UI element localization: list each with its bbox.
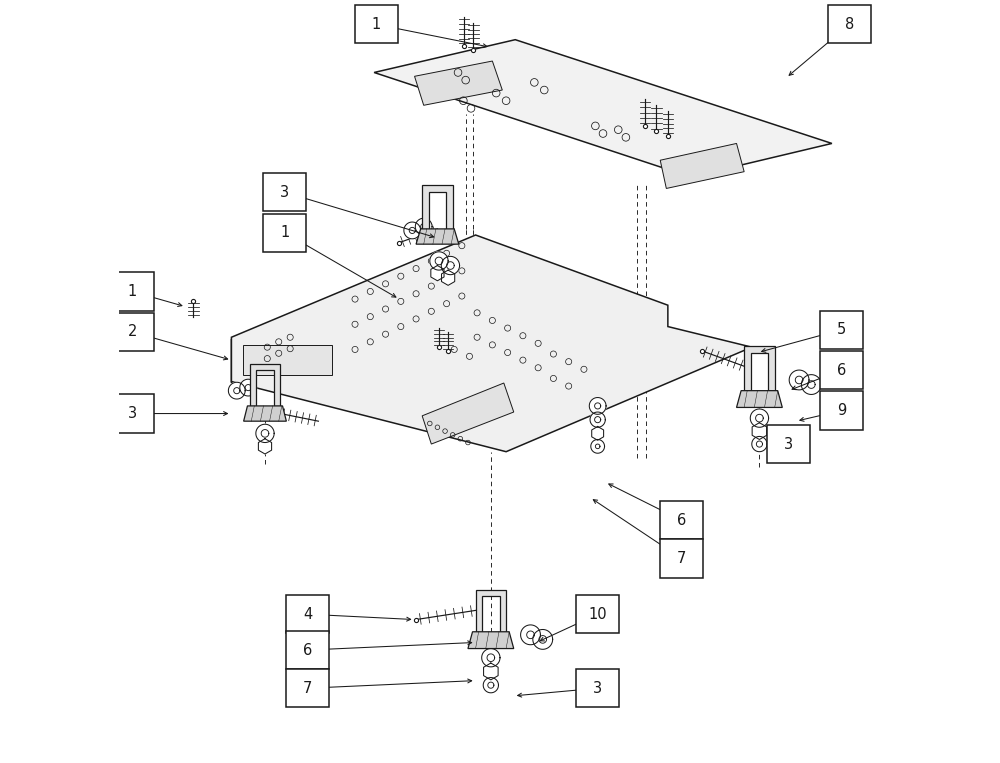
- FancyBboxPatch shape: [263, 173, 306, 211]
- FancyBboxPatch shape: [286, 595, 329, 633]
- FancyBboxPatch shape: [828, 5, 871, 43]
- Polygon shape: [801, 375, 821, 394]
- Polygon shape: [243, 345, 332, 375]
- Polygon shape: [404, 222, 421, 239]
- Polygon shape: [737, 391, 782, 407]
- Polygon shape: [430, 252, 448, 270]
- Text: 5: 5: [837, 322, 846, 337]
- Polygon shape: [752, 436, 767, 452]
- FancyBboxPatch shape: [576, 595, 619, 633]
- Text: 3: 3: [128, 406, 137, 421]
- Polygon shape: [589, 398, 606, 414]
- FancyBboxPatch shape: [111, 272, 154, 311]
- Polygon shape: [258, 439, 272, 454]
- Polygon shape: [482, 649, 500, 667]
- Polygon shape: [483, 678, 498, 693]
- Polygon shape: [244, 406, 286, 421]
- Polygon shape: [374, 40, 832, 177]
- Polygon shape: [415, 218, 432, 235]
- Text: 1: 1: [128, 284, 137, 299]
- Polygon shape: [231, 238, 476, 383]
- FancyBboxPatch shape: [263, 214, 306, 252]
- Polygon shape: [416, 229, 459, 244]
- Polygon shape: [415, 61, 502, 105]
- Polygon shape: [250, 364, 280, 406]
- FancyBboxPatch shape: [355, 5, 398, 43]
- Text: 3: 3: [593, 681, 602, 696]
- FancyBboxPatch shape: [111, 394, 154, 433]
- Text: 1: 1: [372, 17, 381, 32]
- Polygon shape: [590, 412, 605, 427]
- Text: 6: 6: [303, 642, 312, 658]
- FancyBboxPatch shape: [820, 351, 863, 389]
- Polygon shape: [442, 270, 455, 285]
- Text: 7: 7: [303, 681, 312, 696]
- Polygon shape: [422, 185, 453, 229]
- FancyBboxPatch shape: [820, 391, 863, 430]
- Polygon shape: [431, 266, 444, 281]
- Polygon shape: [484, 663, 498, 680]
- Text: 6: 6: [837, 362, 846, 378]
- Polygon shape: [750, 409, 769, 427]
- FancyBboxPatch shape: [286, 669, 329, 707]
- Text: 7: 7: [677, 551, 686, 566]
- FancyBboxPatch shape: [660, 539, 703, 578]
- Polygon shape: [228, 382, 245, 399]
- Polygon shape: [752, 423, 767, 439]
- Polygon shape: [441, 256, 460, 275]
- Text: 4: 4: [303, 607, 312, 622]
- Text: 6: 6: [677, 513, 686, 528]
- FancyBboxPatch shape: [286, 631, 329, 669]
- FancyBboxPatch shape: [767, 425, 810, 463]
- Polygon shape: [476, 590, 506, 632]
- Polygon shape: [521, 625, 540, 645]
- Text: 10: 10: [588, 607, 607, 622]
- Text: 3: 3: [280, 185, 289, 200]
- FancyBboxPatch shape: [576, 669, 619, 707]
- Polygon shape: [240, 379, 257, 396]
- Polygon shape: [231, 235, 752, 452]
- FancyBboxPatch shape: [820, 311, 863, 349]
- Text: 8: 8: [845, 17, 854, 32]
- Polygon shape: [789, 370, 809, 390]
- Polygon shape: [468, 632, 514, 649]
- Polygon shape: [591, 439, 605, 453]
- FancyBboxPatch shape: [111, 313, 154, 351]
- FancyBboxPatch shape: [660, 501, 703, 539]
- Polygon shape: [256, 424, 274, 443]
- Text: 1: 1: [280, 225, 289, 240]
- Text: 9: 9: [837, 403, 846, 418]
- Text: 2: 2: [128, 324, 137, 340]
- Polygon shape: [660, 143, 744, 188]
- Polygon shape: [533, 629, 553, 649]
- Polygon shape: [744, 346, 775, 391]
- Polygon shape: [592, 427, 604, 440]
- Polygon shape: [422, 383, 514, 444]
- Text: 3: 3: [784, 436, 793, 452]
